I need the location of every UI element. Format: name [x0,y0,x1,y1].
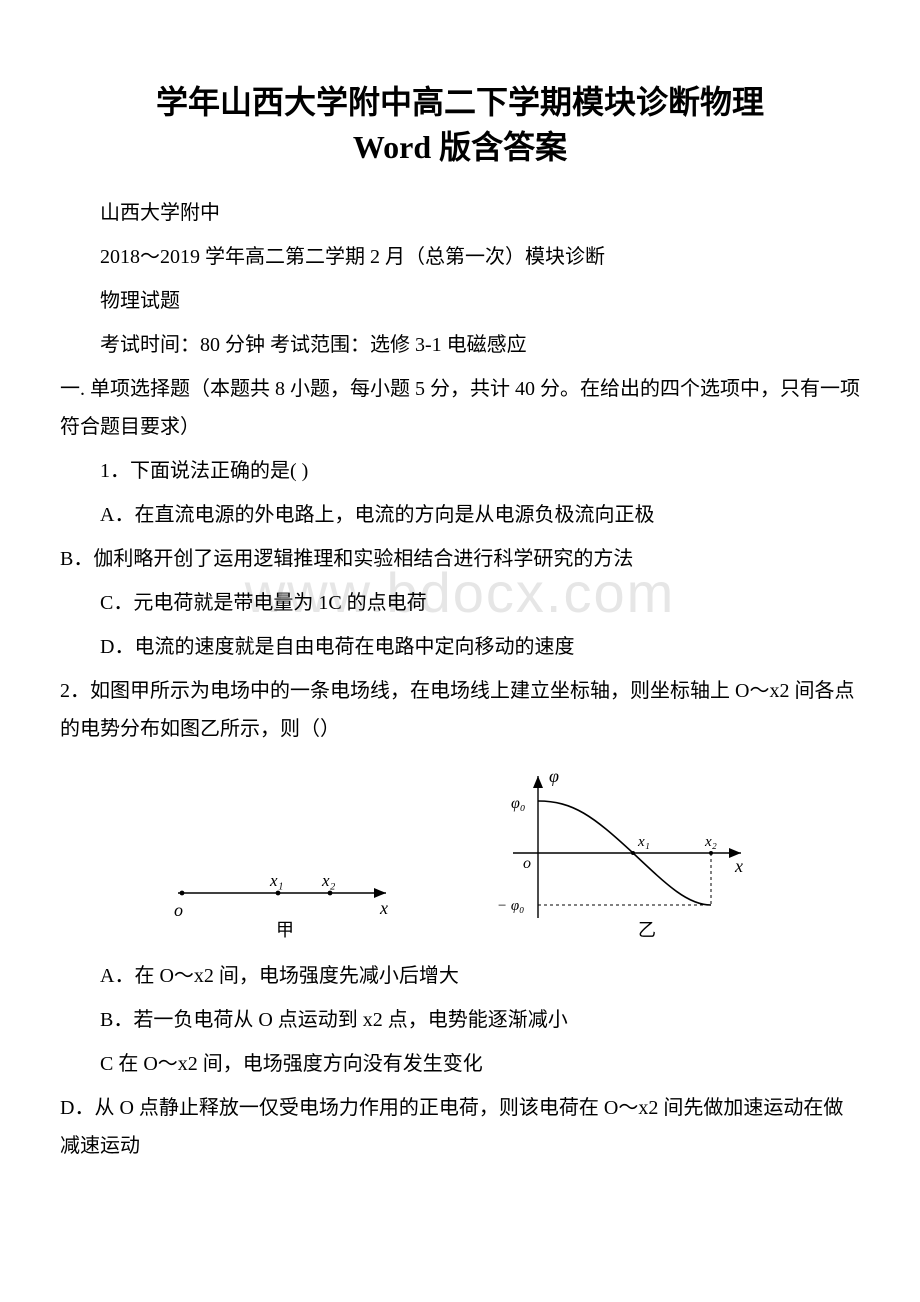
fig-yi-caption: 乙 [638,920,656,940]
fig-yi-x: x [734,856,743,876]
fig-yi-phi0: φ₀ [511,795,525,812]
figure-yi: φ φ₀ o x₁ x₂ x − φ₀ 乙 [493,768,753,943]
section-1-heading: 一. 单项选择题（本题共 8 小题，每小题 5 分，共计 40 分。在给出的四个… [60,370,860,446]
q1-option-c: C．元电荷就是带电量为 1C 的点电荷 [60,584,860,622]
q2-option-a: A．在 O～x2 间，电场强度先减小后增大 [60,957,860,995]
fig-yi-phi: φ [549,768,559,786]
fig-jia-x2: x₂ [321,871,336,890]
q2-option-c: C 在 O～x2 间，电场强度方向没有发生变化 [60,1045,860,1083]
fig-jia-o: o [174,900,183,920]
document-content: 学年山西大学附中高二下学期模块诊断物理 Word 版含答案 山西大学附中 201… [60,80,860,1165]
fig-yi-o: o [523,855,531,872]
q1-option-d: D．电流的速度就是自由电荷在电路中定向移动的速度 [60,628,860,666]
subject-name: 物理试题 [60,282,860,320]
fig-jia-x: x [379,898,388,918]
fig-jia-caption: 甲 [276,920,294,940]
school-name: 山西大学附中 [60,194,860,232]
figure-jia: o x₁ x₂ x 甲 [168,848,403,943]
q1-option-b: B．伽利略开创了运用逻辑推理和实验相结合进行科学研究的方法 [60,540,860,578]
q1-stem: 1．下面说法正确的是( ) [60,452,860,490]
q2-stem: 2．如图甲所示为电场中的一条电场线，在电场线上建立坐标轴，则坐标轴上 O～x2 … [60,672,860,748]
term-info: 2018～2019 学年高二第二学期 2 月（总第一次）模块诊断 [60,238,860,276]
figures-row: o x₁ x₂ x 甲 φ φ₀ o x₁ x₂ [60,768,860,943]
fig-yi-x2: x₂ [704,834,717,850]
q2-option-d: D．从 O 点静止释放一仅受电场力作用的正电荷，则该电荷在 O～x2 间先做加速… [60,1089,860,1165]
q1-option-a: A．在直流电源的外电路上，电流的方向是从电源负极流向正极 [60,496,860,534]
doc-title: 学年山西大学附中高二下学期模块诊断物理 Word 版含答案 [60,80,860,170]
fig-yi-neg-phi0: − φ₀ [497,898,524,914]
fig-yi-x1: x₁ [637,834,650,850]
q2-option-b: B．若一负电荷从 O 点运动到 x2 点，电势能逐渐减小 [60,1001,860,1039]
title-line-1: 学年山西大学附中高二下学期模块诊断物理 [60,80,860,125]
title-line-2: Word 版含答案 [60,125,860,170]
fig-jia-x1: x₁ [269,871,283,890]
exam-info: 考试时间：80 分钟 考试范围：选修 3-1 电磁感应 [60,326,860,364]
